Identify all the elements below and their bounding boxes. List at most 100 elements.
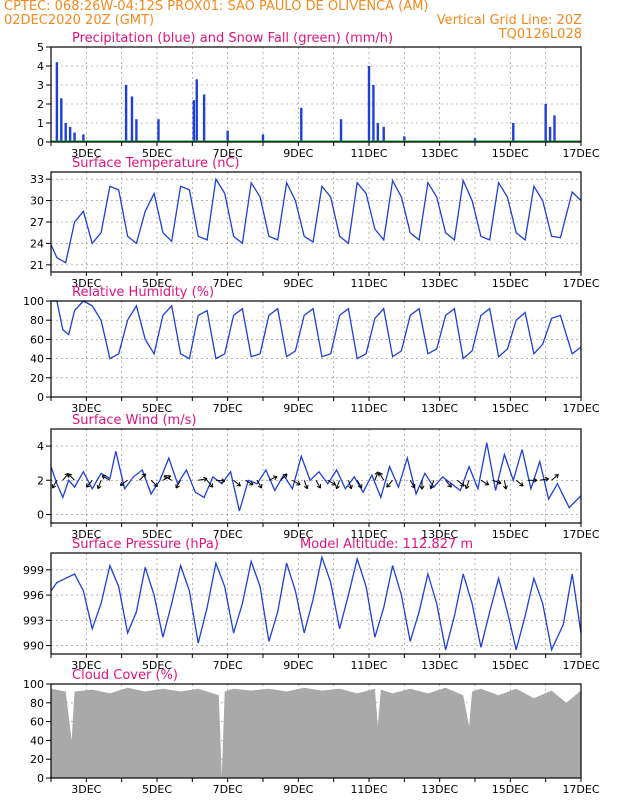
- wind-arrow: [378, 472, 385, 481]
- x-tick-label: 17DEC: [562, 277, 599, 290]
- x-tick-label: 15DEC: [492, 277, 529, 290]
- precip-bar: [82, 134, 85, 142]
- wind-arrow: [138, 473, 147, 481]
- x-tick-label: 7DEC: [213, 659, 243, 672]
- series-line: [50, 554, 582, 652]
- y-tick-label: 2: [37, 474, 44, 487]
- x-tick-label: 11DEC: [350, 147, 387, 160]
- precip-bar: [548, 126, 552, 142]
- panel-title: Cloud Cover (%): [72, 668, 178, 683]
- x-tick-label: 5DEC: [142, 277, 172, 290]
- x-tick-label: 13DEC: [421, 147, 458, 160]
- panel-title: Precipitation (blue) and Snow Fall (gree…: [72, 31, 393, 46]
- y-tick-label: 27: [30, 216, 44, 229]
- panel-title: Relative Humidity (%): [72, 285, 214, 300]
- y-tick-label: 0: [37, 772, 44, 785]
- x-tick-label: 17DEC: [562, 659, 599, 672]
- y-tick-label: 996: [23, 589, 44, 602]
- panel-title: Surface Pressure (hPa): [72, 537, 219, 552]
- panel-frame: [50, 300, 582, 398]
- precip-bar: [473, 138, 477, 142]
- precip-bar: [261, 134, 265, 142]
- y-tick-label: 40: [30, 353, 44, 366]
- wind-arrow: [280, 473, 288, 481]
- x-tick-label: 3DEC: [71, 783, 101, 796]
- wind-arrow: [268, 475, 278, 481]
- y-tick-label: 4: [37, 440, 44, 453]
- precip-bar: [376, 123, 380, 142]
- y-tick-label: 21: [30, 259, 44, 272]
- precip-bar: [135, 119, 138, 142]
- x-tick-label: 3DEC: [71, 659, 101, 672]
- wind-arrow: [445, 479, 452, 488]
- x-tick-label: 11DEC: [350, 528, 387, 541]
- x-tick-label: 7DEC: [213, 402, 243, 415]
- wind-arrow: [374, 471, 380, 481]
- x-tick-label: 3DEC: [71, 147, 101, 160]
- wind-arrow: [409, 480, 416, 489]
- y-tick-label: 999: [23, 564, 44, 577]
- wind-arrow: [206, 479, 214, 488]
- y-tick-label: 993: [23, 614, 44, 627]
- panel-title: Surface Wind (m/s): [72, 413, 196, 428]
- precip-bar: [544, 104, 547, 142]
- x-tick-label: 15DEC: [492, 783, 529, 796]
- wind-arrow: [528, 477, 538, 483]
- precip-bar: [64, 123, 67, 142]
- x-tick-label: 11DEC: [350, 402, 387, 415]
- y-tick-label: 3: [37, 79, 44, 92]
- panel-frame: [50, 46, 582, 143]
- wind-arrow: [419, 480, 425, 490]
- x-tick-label: 15DEC: [492, 659, 529, 672]
- wind-arrow: [96, 480, 102, 490]
- y-tick-label: 0: [37, 391, 44, 404]
- wind-arrow: [175, 480, 181, 489]
- model-altitude: Model Altitude: 112.827 m: [300, 537, 473, 552]
- panel-title: Surface Temperature (nC): [72, 156, 240, 171]
- x-tick-label: 17DEC: [562, 402, 599, 415]
- wind-arrow: [215, 478, 226, 484]
- panel-frame: [50, 428, 582, 524]
- x-tick-label: 15DEC: [492, 147, 529, 160]
- precip-bar: [553, 115, 556, 142]
- x-tick-label: 9DEC: [283, 659, 313, 672]
- precip-bar: [124, 85, 128, 142]
- wind-arrow: [457, 479, 465, 487]
- panel-frame: [50, 683, 582, 779]
- x-tick-label: 17DEC: [562, 528, 599, 541]
- precip-bar: [339, 119, 343, 142]
- wind-arrow: [233, 479, 241, 487]
- wind-arrow: [503, 480, 508, 490]
- precip-bar: [130, 96, 134, 142]
- x-tick-label: 13DEC: [421, 528, 458, 541]
- y-tick-label: 80: [30, 697, 44, 710]
- precip-bar: [157, 119, 160, 142]
- y-tick-label: 33: [30, 173, 44, 186]
- x-tick-label: 9DEC: [283, 147, 313, 160]
- x-tick-label: 11DEC: [350, 783, 387, 796]
- y-tick-label: 40: [30, 734, 44, 747]
- x-tick-label: 15DEC: [492, 528, 529, 541]
- header-run-time: 02DEC2020 20Z (GMT): [4, 13, 155, 28]
- precip-bar: [60, 98, 63, 142]
- wind-arrow: [492, 479, 502, 485]
- wind-arrow: [245, 479, 254, 486]
- x-tick-label: 5DEC: [142, 147, 172, 160]
- x-tick-label: 7DEC: [213, 147, 243, 160]
- wind-arrow: [335, 480, 341, 490]
- y-tick-label: 100: [23, 295, 44, 308]
- x-tick-label: 13DEC: [421, 277, 458, 290]
- x-tick-label: 3DEC: [71, 277, 101, 290]
- precip-bar: [195, 79, 198, 142]
- y-tick-label: 60: [30, 716, 44, 729]
- x-tick-label: 9DEC: [283, 402, 313, 415]
- precip-bar: [192, 100, 196, 142]
- precip-bar: [512, 123, 515, 142]
- y-tick-label: 30: [30, 195, 44, 208]
- wind-arrow: [347, 480, 353, 490]
- precip-bar: [226, 130, 229, 142]
- precip-bar: [372, 85, 375, 142]
- wind-arrow: [85, 479, 93, 488]
- y-tick-label: 24: [30, 237, 44, 250]
